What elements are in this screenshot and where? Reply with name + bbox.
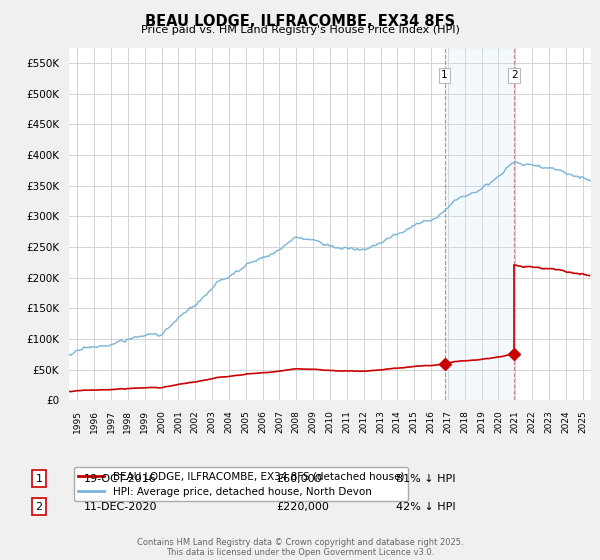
Text: Price paid vs. HM Land Registry's House Price Index (HPI): Price paid vs. HM Land Registry's House … (140, 25, 460, 35)
Text: 2: 2 (511, 70, 518, 80)
Text: 1: 1 (35, 474, 43, 484)
Bar (445, 48, 514, 400)
Text: 1: 1 (441, 70, 448, 80)
Text: BEAU LODGE, ILFRACOMBE, EX34 8FS: BEAU LODGE, ILFRACOMBE, EX34 8FS (145, 14, 455, 29)
Text: 19-OCT-2016: 19-OCT-2016 (84, 474, 157, 484)
Text: £220,000: £220,000 (276, 502, 329, 512)
Text: 2: 2 (35, 502, 43, 512)
Text: 81% ↓ HPI: 81% ↓ HPI (396, 474, 455, 484)
Text: 11-DEC-2020: 11-DEC-2020 (84, 502, 157, 512)
Text: £60,000: £60,000 (276, 474, 322, 484)
Text: Contains HM Land Registry data © Crown copyright and database right 2025.
This d: Contains HM Land Registry data © Crown c… (137, 538, 463, 557)
Legend: BEAU LODGE, ILFRACOMBE, EX34 8FS (detached house), HPI: Average price, detached : BEAU LODGE, ILFRACOMBE, EX34 8FS (detach… (74, 468, 409, 501)
Text: 42% ↓ HPI: 42% ↓ HPI (396, 502, 455, 512)
